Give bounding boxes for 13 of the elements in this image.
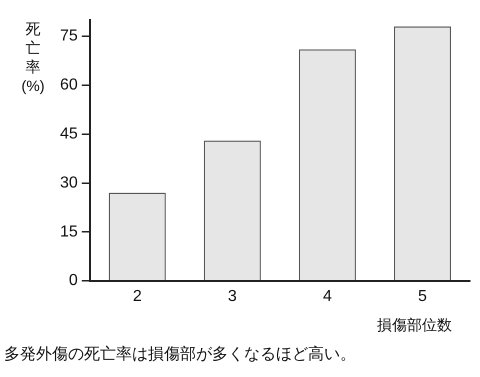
y-axis-title: 死亡率(%) [20,20,46,96]
x-tick-label: 5 [418,288,428,305]
x-tick-label: 2 [132,288,142,305]
y-tick-label: 30 [60,174,78,192]
y-tick-label: 15 [60,223,78,240]
y-tick-label: 45 [60,126,78,143]
y-tick-label: 60 [60,76,78,94]
x-axis-title: 損傷部位数 [377,316,452,335]
y-tick-label: 75 [60,28,78,45]
x-tick-label: 4 [322,288,332,305]
x-tick-label: 3 [228,288,237,305]
text: 多発外傷の死亡率は損傷部が多くなるほど高い。 [4,344,356,365]
y-tick-label: 0 [68,272,78,290]
